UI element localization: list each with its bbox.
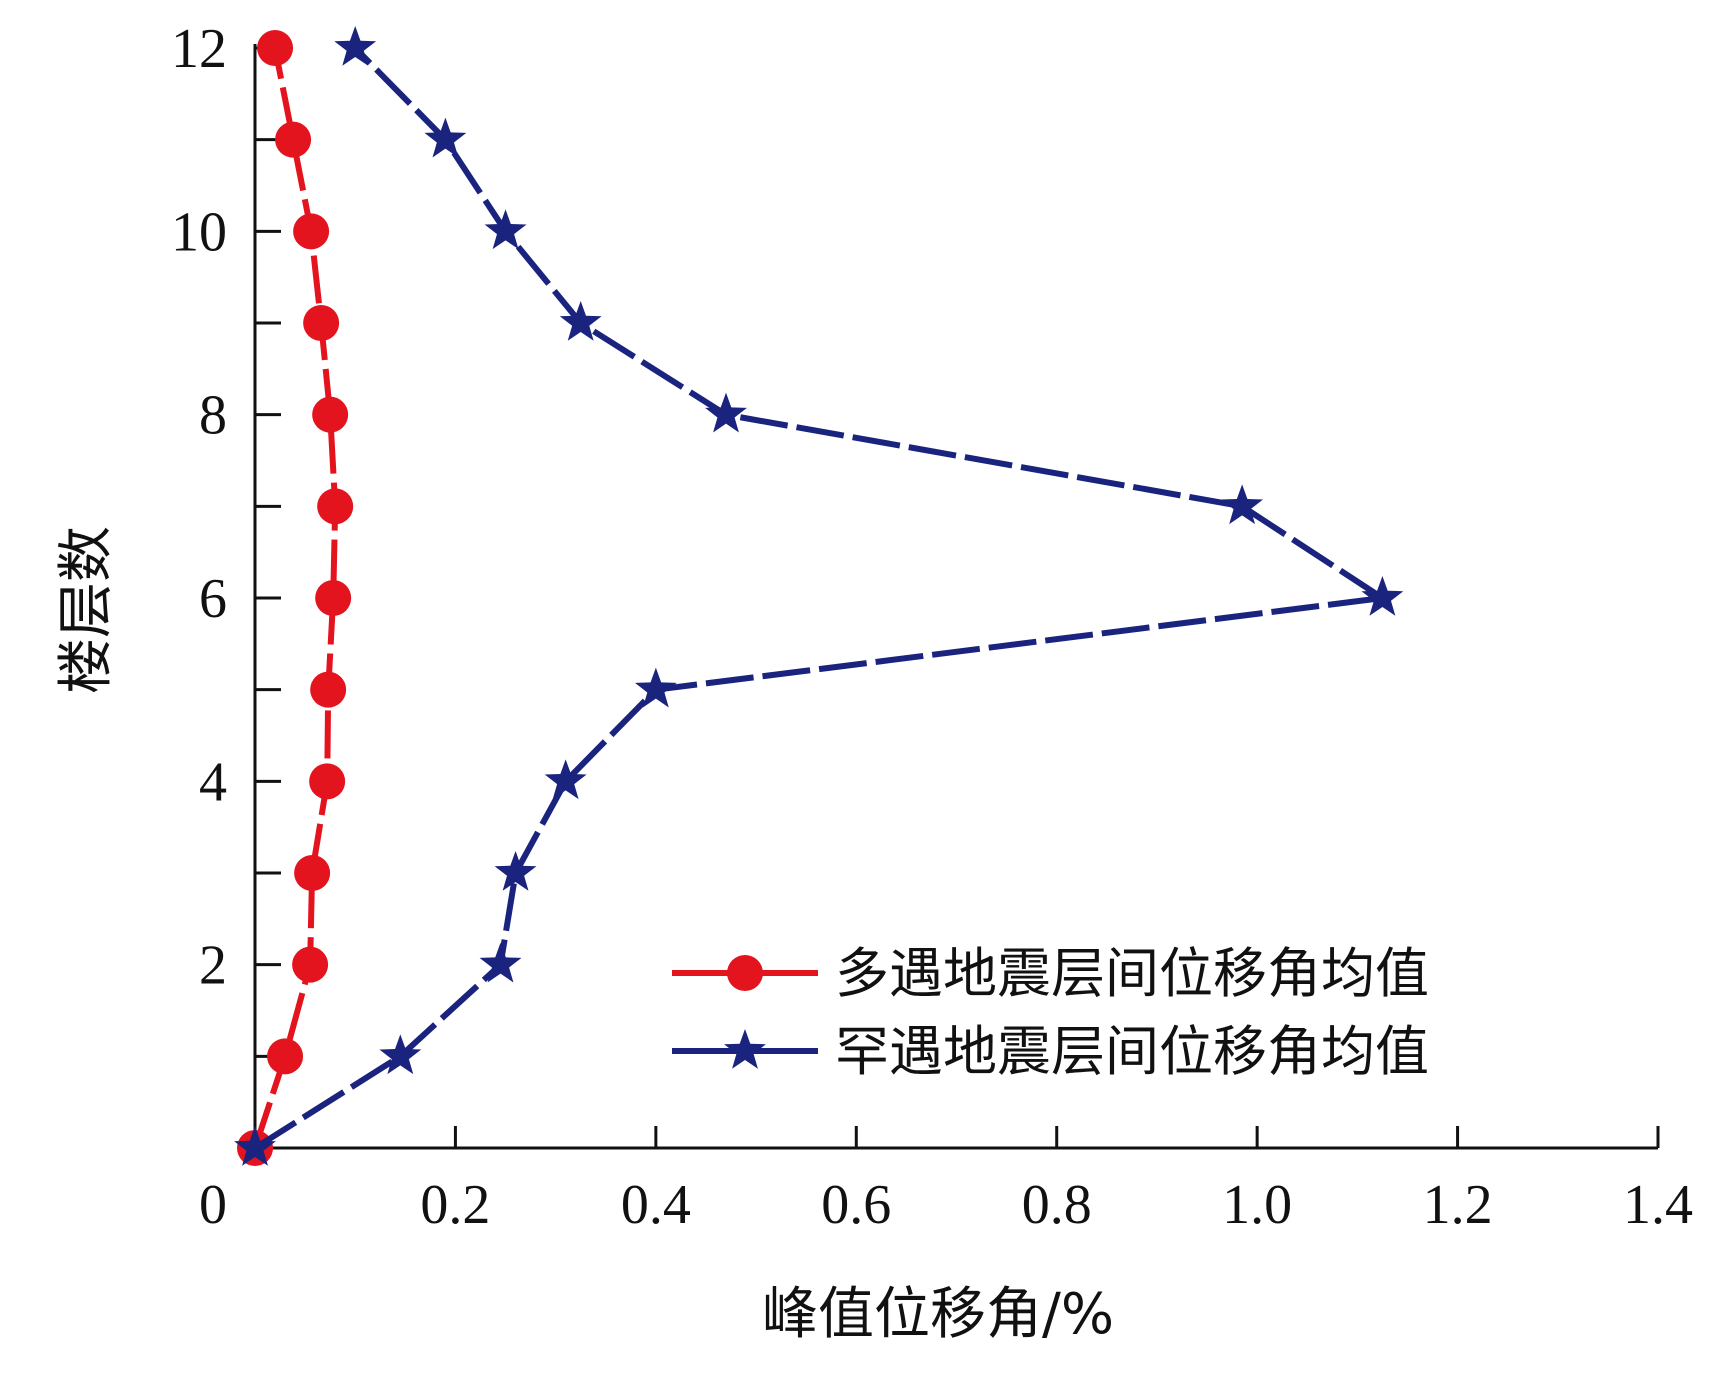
legend-star-marker [724, 1029, 766, 1069]
y-tick-label: 8 [199, 385, 227, 447]
circle-data-point [309, 763, 346, 800]
circle-data-point [293, 213, 330, 250]
x-tick-label: 0.6 [821, 1174, 891, 1236]
circle-data-point [292, 946, 329, 983]
legend-label: 多遇地震层间位移角均值 [835, 942, 1429, 1005]
legend-item: 多遇地震层间位移角均值 [672, 942, 1429, 1005]
circle-data-point [310, 671, 347, 708]
x-tick-label: 0.8 [1022, 1174, 1092, 1236]
y-tick-label: 6 [199, 568, 227, 630]
star-data-point [334, 26, 377, 66]
star-data-point [559, 301, 602, 341]
circle-data-point [303, 305, 340, 341]
star-data-point [494, 851, 537, 891]
axes: 0 0.2 0.4 0.6 0.8 1.0 1.2 1.4 2 4 6 8 10 12 [171, 18, 1693, 1236]
star-data-point [634, 667, 677, 708]
series-layer [234, 26, 1404, 1166]
legend-circle-marker [727, 955, 763, 991]
x-tick-label: 1.4 [1623, 1174, 1693, 1236]
star-data-point [484, 209, 527, 250]
y-tick-label: 2 [199, 935, 227, 997]
series-frequent-earthquake [237, 30, 354, 1166]
x-axis-title: 峰值位移角/% [762, 1282, 1114, 1347]
y-axis-title: 楼层数 [54, 526, 119, 694]
legend-item: 罕遇地震层间位移角均值 [672, 1020, 1429, 1083]
x-tick-label: 0 [199, 1174, 227, 1236]
x-tick-label: 0.2 [420, 1174, 490, 1236]
legend-label: 罕遇地震层间位移角均值 [835, 1020, 1429, 1083]
circle-data-point [267, 1038, 304, 1075]
circle-data-point [275, 121, 312, 158]
circle-data-point [315, 580, 352, 616]
circle-data-point [294, 855, 331, 891]
x-tick-label: 1.0 [1222, 1174, 1292, 1236]
star-data-point [544, 759, 587, 800]
y-tick-label: 10 [171, 201, 227, 263]
circle-data-point [312, 396, 349, 433]
star-data-point [479, 942, 522, 983]
star-data-point [1221, 484, 1264, 525]
x-tick-label: 1.2 [1423, 1174, 1493, 1236]
star-data-point [705, 392, 747, 433]
star-data-point [1361, 576, 1404, 616]
circle-data-point [317, 488, 354, 525]
x-tick-label: 0.4 [621, 1174, 691, 1236]
y-tick-label: 4 [199, 751, 227, 813]
star-data-point [379, 1034, 422, 1075]
star-data-point [234, 1126, 276, 1166]
series-rare-earthquake [234, 26, 1404, 1166]
star-data-point [424, 117, 467, 158]
circle-data-point [257, 30, 294, 66]
y-tick-label: 12 [171, 18, 227, 80]
